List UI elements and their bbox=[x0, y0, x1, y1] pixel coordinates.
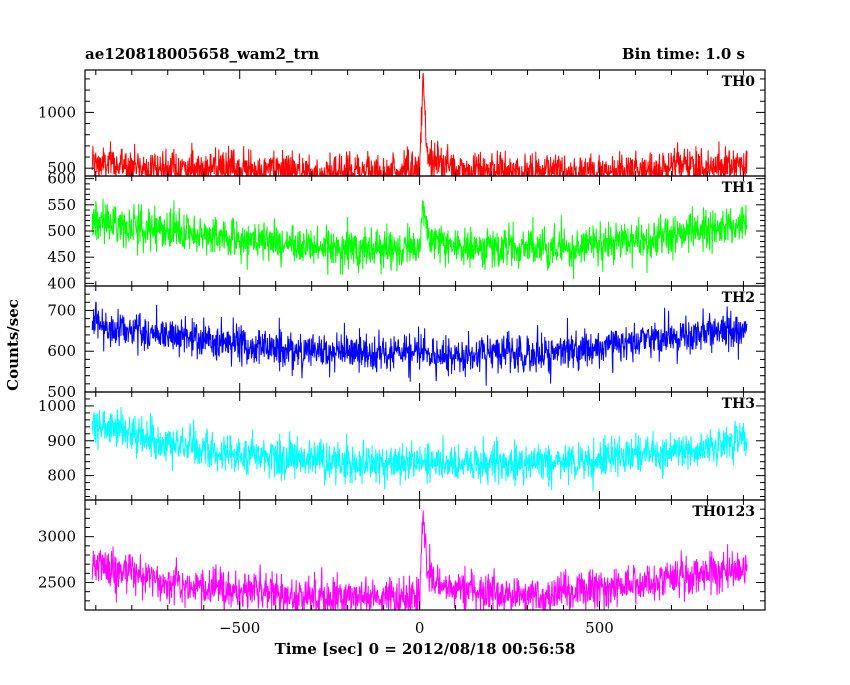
y-tick-label: 500 bbox=[47, 222, 76, 240]
panel-label-th0: TH0 bbox=[722, 74, 756, 90]
panel-label-th0123: TH0123 bbox=[692, 504, 755, 520]
x-tick-label: 500 bbox=[585, 619, 614, 637]
series-line-th0123 bbox=[91, 510, 748, 610]
panel-label-th2: TH2 bbox=[722, 290, 755, 306]
x-tick-label: 0 bbox=[415, 619, 425, 637]
y-tick-label: 550 bbox=[47, 196, 76, 214]
y-tick-label: 1000 bbox=[38, 103, 76, 121]
y-tick-label: 450 bbox=[47, 248, 76, 266]
series-line-th1 bbox=[91, 198, 748, 280]
y-tick-label: 900 bbox=[47, 432, 76, 450]
y-tick-label: 3000 bbox=[38, 528, 76, 546]
frame-layer bbox=[84, 69, 766, 611]
y-tick-label: 500 bbox=[47, 383, 76, 401]
chart-title: ae120818005658_wam2_trn bbox=[85, 45, 319, 63]
panel-label-th3: TH3 bbox=[722, 396, 755, 412]
series-line-th3 bbox=[91, 407, 748, 492]
y-axis-title: Counts/sec bbox=[4, 299, 22, 391]
x-axis-title: Time [sec] 0 = 2012/08/18 00:56:58 bbox=[275, 640, 576, 658]
data-layer bbox=[91, 72, 748, 610]
chart-subtitle: Bin time: 1.0 s bbox=[622, 45, 745, 63]
y-tick-label: 700 bbox=[47, 301, 76, 319]
y-tick-label: 600 bbox=[47, 342, 76, 360]
label-layer: ae120818005658_wam2_trn Bin time: 1.0 s … bbox=[4, 45, 755, 658]
panel-label-th1: TH1 bbox=[722, 180, 755, 196]
y-tick-label: 1000 bbox=[38, 397, 76, 415]
y-tick-label: 2500 bbox=[38, 574, 76, 592]
y-tick-label: 500 bbox=[47, 159, 76, 177]
y-tick-label: 800 bbox=[47, 467, 76, 485]
y-tick-label: 600 bbox=[47, 170, 76, 188]
y-tick-label: 400 bbox=[47, 274, 76, 292]
x-tick-label: −500 bbox=[219, 619, 260, 637]
series-line-th2 bbox=[91, 301, 748, 386]
